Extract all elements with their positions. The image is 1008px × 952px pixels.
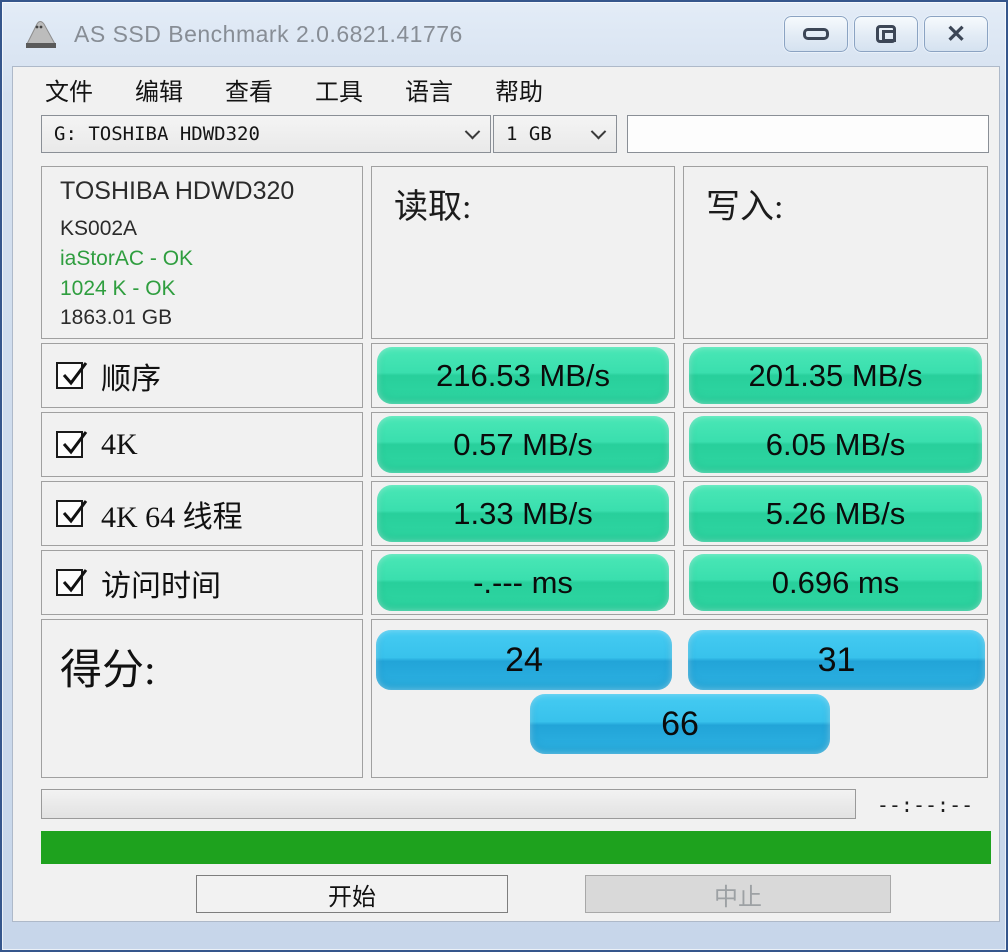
window-controls: ✕ — [783, 15, 989, 53]
4k-write-value: 6.05 MB/s — [689, 416, 982, 473]
test-label: 4K — [101, 427, 138, 461]
test-size-select[interactable]: 1 GB — [493, 115, 617, 153]
write-column-header: 写入: — [683, 166, 988, 339]
menu-edit[interactable]: 编辑 — [135, 78, 183, 106]
chevron-down-icon — [464, 123, 481, 139]
minimize-icon — [803, 28, 829, 40]
compression-field[interactable] — [627, 115, 989, 153]
score-read-badge: 24 — [376, 630, 672, 690]
drive-firmware: KS002A — [60, 217, 138, 240]
menu-view[interactable]: 查看 — [225, 78, 273, 106]
minimize-button[interactable] — [783, 15, 849, 53]
score-panel: 24 31 66 — [371, 619, 988, 778]
4k-read-value: 0.57 MB/s — [377, 416, 669, 473]
menu-file[interactable]: 文件 — [45, 78, 93, 106]
access-write-value: 0.696 ms — [689, 554, 982, 611]
checkbox-sequential[interactable] — [56, 362, 88, 389]
drive-model: TOSHIBA HDWD320 — [60, 177, 295, 205]
test-size-value: 1 GB — [506, 123, 552, 145]
test-label: 4K 64 线程 — [101, 500, 243, 534]
drive-select-value: G: TOSHIBA HDWD320 — [54, 123, 260, 145]
driver-status: iaStorAC - OK — [60, 246, 194, 270]
close-button[interactable]: ✕ — [923, 15, 989, 53]
4k64-read-value: 1.33 MB/s — [377, 485, 669, 542]
drive-capacity: 1863.01 GB — [60, 306, 173, 330]
title-bar: AS SSD Benchmark 2.0.6821.41776 ✕ — [2, 2, 1006, 66]
maximize-icon — [876, 25, 896, 43]
menu-tools[interactable]: 工具 — [315, 78, 363, 106]
checkbox-4k64[interactable] — [56, 500, 88, 527]
results-grid: TOSHIBA HDWD320 KS002A iaStorAC - OK 102… — [41, 166, 988, 778]
app-icon — [20, 17, 60, 51]
test-row-4k64: 4K 64 线程 — [41, 481, 363, 546]
test-label: 访问时间 — [101, 569, 221, 603]
score-write-badge: 31 — [688, 630, 985, 690]
score-total-badge: 66 — [530, 694, 830, 754]
score-label: 得分: — [41, 619, 363, 778]
4k64-write-value: 5.26 MB/s — [689, 485, 982, 542]
test-row-4k: 4K — [41, 412, 363, 477]
menu-bar: 文件 编辑 查看 工具 语言 帮助 — [13, 67, 999, 111]
seq-write-value: 201.35 MB/s — [689, 347, 982, 404]
drive-select[interactable]: G: TOSHIBA HDWD320 — [41, 115, 491, 153]
test-row-sequential: 顺序 — [41, 343, 363, 408]
access-read-value: -.--- ms — [377, 554, 669, 611]
close-icon: ✕ — [945, 19, 967, 48]
menu-help[interactable]: 帮助 — [495, 78, 543, 106]
chevron-down-icon — [590, 123, 607, 139]
abort-button[interactable]: 中止 — [585, 875, 891, 913]
read-column-header: 读取: — [371, 166, 675, 339]
alignment-status: 1024 K - OK — [60, 276, 176, 300]
test-label: 顺序 — [101, 362, 161, 396]
drive-info-panel: TOSHIBA HDWD320 KS002A iaStorAC - OK 102… — [41, 166, 363, 339]
menu-language[interactable]: 语言 — [405, 78, 453, 106]
start-button[interactable]: 开始 — [196, 875, 508, 913]
progress-bar — [41, 789, 856, 819]
client-area: 文件 编辑 查看 工具 语言 帮助 G: TOSHIBA HDWD320 1 G… — [12, 66, 1000, 922]
checkbox-access-time[interactable] — [56, 569, 88, 596]
window-title: AS SSD Benchmark 2.0.6821.41776 — [74, 20, 463, 47]
seq-read-value: 216.53 MB/s — [377, 347, 669, 404]
status-strip — [41, 831, 991, 864]
test-row-access-time: 访问时间 — [41, 550, 363, 615]
checkbox-4k[interactable] — [56, 431, 88, 458]
elapsed-time: --:--:-- — [876, 793, 974, 817]
maximize-button[interactable] — [853, 15, 919, 53]
